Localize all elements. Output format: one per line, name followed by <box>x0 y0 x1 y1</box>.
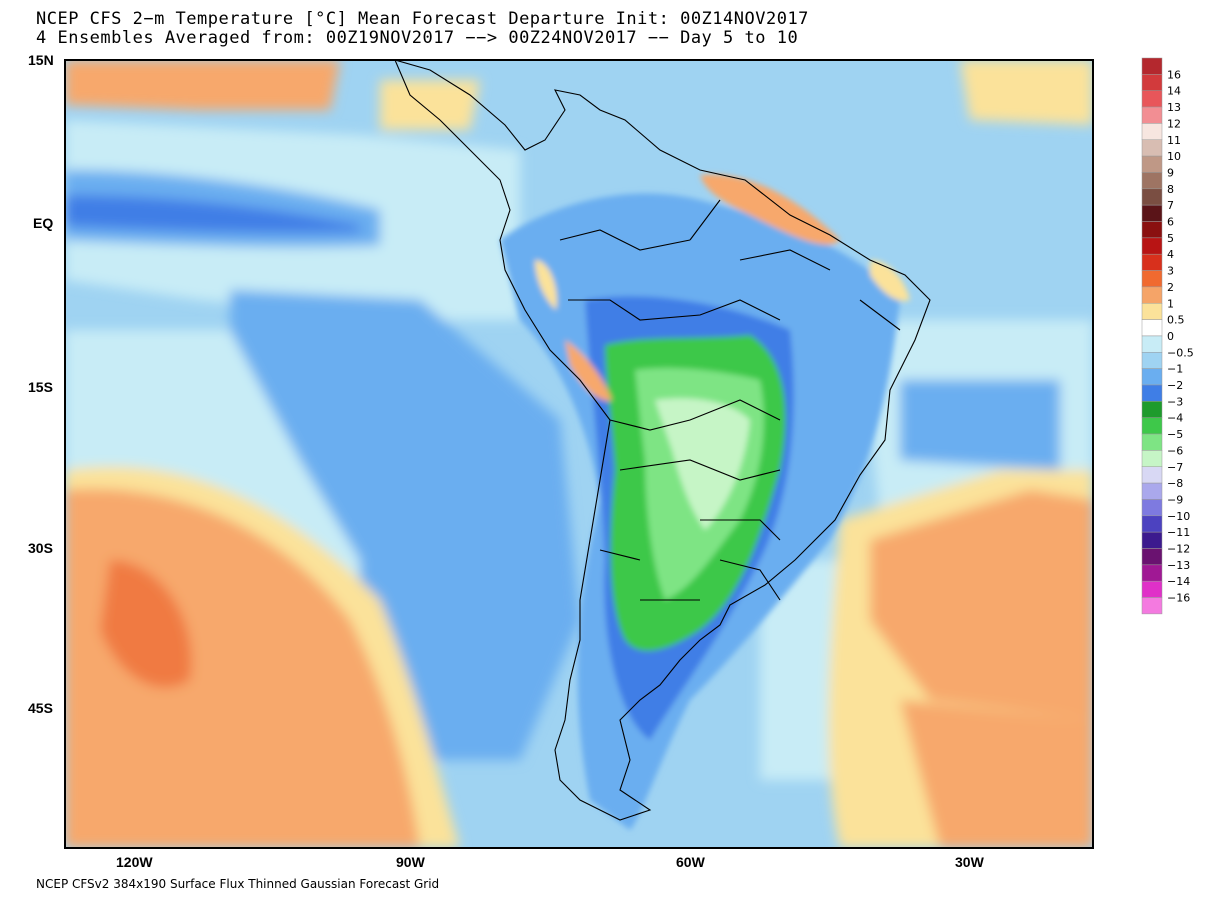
colorbar-swatch <box>1141 580 1163 598</box>
colorbar-label: −7 <box>1167 461 1183 474</box>
colorbar-label: 8 <box>1167 183 1174 196</box>
colorbar-label: 9 <box>1167 166 1174 179</box>
colorbar-swatch <box>1141 286 1163 304</box>
colorbar-label: −13 <box>1167 559 1190 572</box>
lon-label-30w: 30W <box>955 854 985 870</box>
colorbar-swatch <box>1141 172 1163 190</box>
colorbar-swatch <box>1141 384 1163 402</box>
colorbar-swatch <box>1141 57 1163 75</box>
lat-label-45s: 45S <box>28 700 53 716</box>
lon-label-60w: 60W <box>676 854 706 870</box>
colorbar-swatch <box>1141 303 1163 320</box>
colorbar-label: −10 <box>1167 510 1190 523</box>
lat-label-eq: EQ <box>33 215 53 231</box>
colorbar-label: −1 <box>1167 363 1183 376</box>
colorbar-swatch <box>1141 597 1163 615</box>
colorbar-label: 5 <box>1167 232 1174 245</box>
chart-title-line1: NCEP CFS 2−m Temperature [°C] Mean Forec… <box>36 9 809 29</box>
colorbar-swatch <box>1141 237 1163 255</box>
colorbar-label: 6 <box>1167 216 1174 229</box>
colorbar-label: 0.5 <box>1167 314 1185 327</box>
lon-axis: 120W 90W 60W 30W <box>116 854 985 870</box>
lat-label-30s: 30S <box>28 540 53 556</box>
colorbar-swatch <box>1141 270 1163 288</box>
colorbar-label: −9 <box>1167 493 1183 506</box>
colorbar-swatch <box>1141 221 1163 239</box>
colorbar-swatch <box>1141 450 1163 467</box>
footer-note: NCEP CFSv2 384x190 Surface Flux Thinned … <box>36 877 440 891</box>
colorbar-label: −4 <box>1167 412 1183 425</box>
lon-label-90w: 90W <box>396 854 426 870</box>
lat-label-15n: 15N <box>28 52 54 68</box>
colorbar-swatch <box>1141 368 1163 386</box>
colorbar-label: −16 <box>1167 592 1190 605</box>
colorbar-swatch <box>1141 401 1163 418</box>
colorbar-label: 14 <box>1167 85 1181 98</box>
colorbar-label: 4 <box>1167 248 1174 261</box>
colorbar-label: 3 <box>1167 265 1174 278</box>
map-field <box>65 60 1093 848</box>
colorbar-swatch <box>1141 564 1163 582</box>
colorbar-swatch <box>1141 188 1163 206</box>
colorbar-swatch <box>1141 531 1163 549</box>
colorbar-swatch <box>1141 482 1163 500</box>
coastline-outline <box>394 60 931 821</box>
colorbar-label: 7 <box>1167 199 1174 212</box>
colorbar-label: −12 <box>1167 543 1190 556</box>
colorbar-label: 1 <box>1167 297 1174 310</box>
colorbar-label: −11 <box>1167 526 1190 539</box>
colorbar-label: −5 <box>1167 428 1183 441</box>
lat-label-15s: 15S <box>28 379 53 395</box>
colorbar-label: −6 <box>1167 444 1183 457</box>
colorbar-swatch <box>1141 417 1163 435</box>
colorbar-label: 10 <box>1167 150 1181 163</box>
colorbar-swatch <box>1141 123 1163 141</box>
colorbar-swatch <box>1141 74 1163 91</box>
colorbar-swatch <box>1141 319 1163 337</box>
colorbar-swatch <box>1141 139 1163 157</box>
chart-title-line2: 4 Ensembles Averaged from: 00Z19NOV2017 … <box>36 28 799 48</box>
colorbar-label: −8 <box>1167 477 1183 490</box>
colorbar-swatch <box>1141 155 1163 173</box>
colorbar-swatch <box>1141 499 1163 517</box>
colorbar-swatch <box>1141 352 1163 369</box>
colorbar-swatch <box>1141 204 1163 222</box>
lon-label-120w: 120W <box>116 854 153 870</box>
colorbar-label: −0.5 <box>1167 346 1194 359</box>
lat-axis: 15N EQ 15S 30S 45S <box>28 52 54 716</box>
colorbar-label: 11 <box>1167 134 1181 147</box>
colorbar-label: −14 <box>1167 575 1190 588</box>
colorbar-label: 13 <box>1167 101 1181 114</box>
map-frame <box>64 59 1094 849</box>
colorbar-label: −2 <box>1167 379 1183 392</box>
colorbar-swatch <box>1141 90 1163 108</box>
colorbar-swatch <box>1141 335 1163 353</box>
colorbar-swatch <box>1141 515 1163 533</box>
colorbar-swatch <box>1141 253 1163 271</box>
colorbar-label: 2 <box>1167 281 1174 294</box>
colorbar: 16 14 13 12 11 10 9 8 7 6 5 4 3 2 1 0.5 0 −0.5 −1 −2 −3 −4 −5 −… <box>1141 57 1194 615</box>
colorbar-swatch <box>1141 433 1163 451</box>
colorbar-swatch <box>1141 106 1163 124</box>
colorbar-swatch <box>1141 548 1163 566</box>
colorbar-swatch <box>1141 466 1163 484</box>
colorbar-label: 12 <box>1167 117 1181 130</box>
colorbar-label: −3 <box>1167 395 1183 408</box>
colorbar-label: 0 <box>1167 330 1174 343</box>
colorbar-label: 16 <box>1167 68 1181 81</box>
